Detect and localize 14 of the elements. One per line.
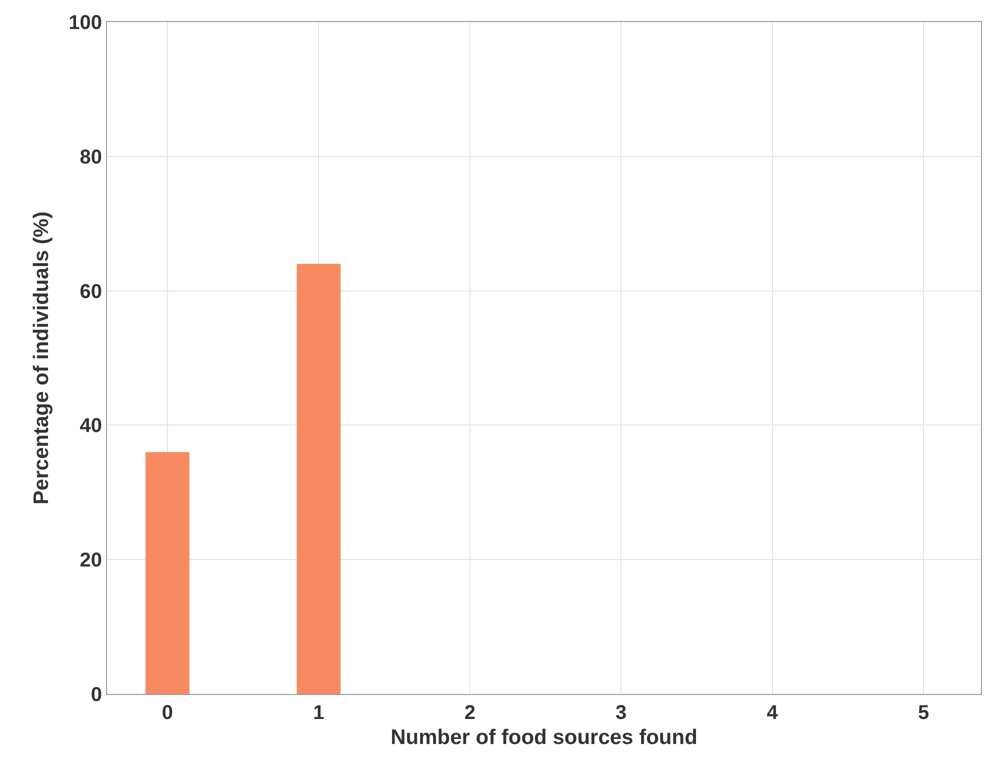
x-tick-label: 5 [918,702,930,724]
y-axis-title: Percentage of individuals (%) [30,212,53,504]
x-tick-label: 2 [464,702,476,724]
y-tick-label: 80 [80,146,102,168]
x-tick-label: 0 [162,702,174,724]
y-tick-label: 40 [80,415,102,438]
y-tick-label: 100 [68,12,102,34]
y-tick-label: 0 [90,684,102,706]
x-tick-label: 4 [766,702,779,724]
x-tick-label: 3 [616,702,627,724]
y-tick-label: 20 [80,550,102,572]
y-tick-label: 60 [80,280,102,303]
x-tick-label: 1 [313,702,324,724]
x-axis-title: Number of food sources found [390,726,698,750]
